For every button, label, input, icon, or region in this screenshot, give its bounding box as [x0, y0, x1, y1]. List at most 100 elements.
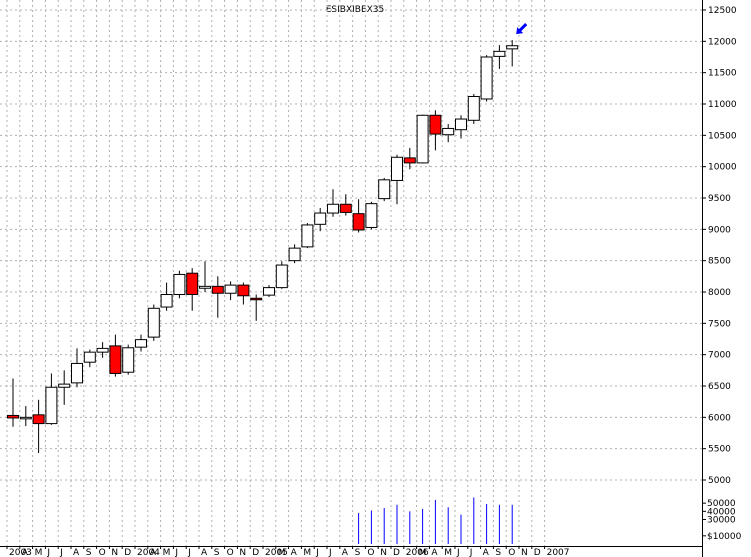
x-tick-label: M — [419, 548, 427, 557]
y-tick-label: 12500 — [708, 6, 737, 16]
candle-body — [109, 345, 122, 374]
candle-body — [211, 285, 224, 294]
candle-body — [455, 118, 467, 131]
x-tick-label: J — [174, 548, 178, 557]
candle-body — [186, 272, 199, 296]
x-tick-label: N — [380, 548, 387, 557]
x-tick-label: N — [239, 548, 246, 557]
y-tick-label: 10500 — [708, 131, 737, 141]
x-tick-label: 2005 — [265, 548, 288, 557]
candle-body — [173, 273, 186, 296]
candle-body — [83, 351, 96, 363]
candle-body — [250, 297, 263, 301]
x-tick-label: M — [444, 548, 452, 557]
x-tick-label: 2003 — [9, 548, 32, 557]
x-tick-label: A — [201, 548, 208, 557]
y-tick-label: 9000 — [708, 225, 731, 235]
candle-body — [429, 114, 442, 135]
volume-tick-label: 40000 — [707, 507, 736, 517]
x-tick-label: O — [367, 548, 374, 557]
x-tick-label: 2006 — [406, 548, 429, 557]
candle-body — [378, 179, 391, 200]
candle-body — [442, 127, 455, 136]
x-tick-label: J — [469, 548, 473, 557]
candle-body — [416, 114, 429, 164]
candle-body — [467, 95, 480, 121]
x-tick-label: J — [187, 548, 191, 557]
y-tick-label: 5500 — [708, 445, 731, 455]
candles — [7, 40, 519, 454]
x-tick-label: M — [303, 548, 311, 557]
candle-body — [58, 383, 71, 388]
candle-body — [96, 347, 109, 353]
x-tick-label: D — [252, 548, 259, 557]
y-tick-label: 7500 — [708, 319, 731, 329]
candle-body — [71, 362, 83, 384]
candle-body — [160, 294, 173, 308]
candle-body — [301, 224, 314, 248]
candle-body — [224, 284, 237, 294]
y-tick-label: 10000 — [708, 163, 737, 173]
candle-body — [352, 213, 365, 231]
grid-lines — [0, 0, 702, 546]
x-tick-label: A — [291, 548, 298, 557]
volume-tick-label: 50000 — [707, 499, 736, 509]
x-tick-label: J — [59, 548, 63, 557]
candle-body — [122, 347, 135, 373]
x-tick-label: S — [355, 548, 361, 557]
y-tick-label: 9500 — [708, 194, 731, 204]
x-tick-label: N — [111, 548, 118, 557]
x-tick-label: 2007 — [547, 548, 570, 557]
candle-body — [480, 56, 493, 100]
x-tick-label: S — [214, 548, 220, 557]
candle-body — [493, 50, 506, 57]
x-tick-label: J — [315, 548, 319, 557]
candle-body — [314, 212, 327, 225]
candle-body — [365, 203, 378, 228]
x-tick-label: O — [99, 548, 106, 557]
y-tick-label: 11000 — [708, 100, 737, 110]
volume-tick-label: 30000 — [707, 516, 736, 526]
x-tick-label: M — [278, 548, 286, 557]
x-tick-label: 2004 — [137, 548, 160, 557]
x-tick-label: J — [456, 548, 460, 557]
candle-body — [391, 156, 403, 181]
x-tick-label: A — [22, 548, 29, 557]
x-tick-label: A — [431, 548, 438, 557]
candle-body — [199, 285, 211, 289]
candle-body — [147, 307, 160, 338]
y-tick-label: 6000 — [708, 413, 731, 423]
volume-tick-label: $10000 — [707, 532, 742, 542]
y-tick-label: 8500 — [708, 257, 731, 267]
candle-body — [327, 203, 339, 214]
x-tick-label: J — [46, 548, 50, 557]
x-tick-label: O — [508, 548, 515, 557]
volume-bars — [358, 497, 513, 544]
candle-body — [45, 386, 58, 425]
x-tick-label: A — [483, 548, 490, 557]
x-tick-label: O — [227, 548, 234, 557]
candle-body — [263, 287, 275, 296]
candle-body — [7, 414, 19, 419]
candle-body — [135, 339, 147, 348]
candle-body — [19, 416, 32, 420]
x-tick-label: A — [342, 548, 349, 557]
x-tick-label: A — [73, 548, 80, 557]
candle-body — [339, 203, 352, 213]
y-tick-labels: 5000 5500 6000 6500 7000 7500 8000 8500 9000 9500… — [702, 6, 737, 486]
y-tick-label: 11500 — [708, 69, 737, 79]
candle-body — [275, 264, 288, 289]
y-tick-label: 5000 — [708, 476, 731, 486]
y-tick-label: 7000 — [708, 351, 731, 361]
candle-body — [237, 284, 250, 297]
x-tick-label: D — [534, 548, 541, 557]
candle-body — [403, 157, 416, 164]
y-tick-label: 12000 — [708, 37, 737, 47]
x-tick-label: M — [163, 548, 171, 557]
x-tick-label: S — [86, 548, 92, 557]
x-tick-label: D — [124, 548, 131, 557]
